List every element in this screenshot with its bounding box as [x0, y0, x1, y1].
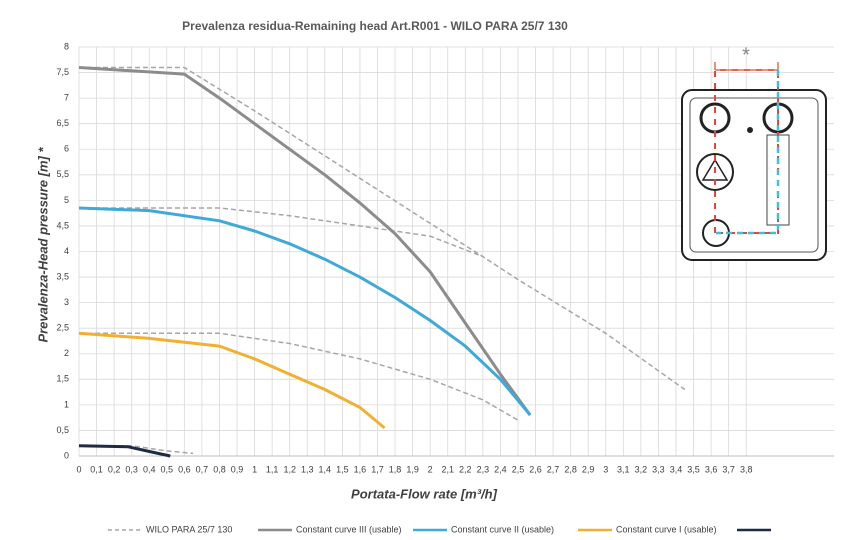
x-tick-label: 3	[603, 464, 608, 474]
legend-label: Constant curve III (usable)	[296, 524, 402, 534]
y-tick-label: 8	[64, 41, 69, 51]
y-tick-label: 3,5	[56, 271, 69, 281]
x-tick-label: 2,8	[564, 464, 577, 474]
y-tick-label: 1,5	[56, 374, 69, 384]
chart-title: Prevalenza residua-Remaining head Art.R0…	[182, 19, 568, 33]
x-tick-label: 2,2	[459, 464, 472, 474]
y-tick-label: 2,5	[56, 323, 69, 333]
x-tick-label: 3,1	[617, 464, 630, 474]
x-tick-label: 2,5	[512, 464, 525, 474]
legend-label: WILO PARA 25/7 130	[146, 524, 232, 534]
y-tick-label: 6	[64, 144, 69, 154]
y-tick-label: 5	[64, 195, 69, 205]
annotation: *	[742, 44, 750, 66]
chart: Prevalenza residua-Remaining head Art.R0…	[0, 0, 845, 540]
pump-diagram: *	[682, 44, 826, 260]
y-tick-label: 7,5	[56, 67, 69, 77]
y-tick-label: 3	[64, 297, 69, 307]
x-tick-label: 0,1	[90, 464, 103, 474]
y-tick-label: 0,5	[56, 425, 69, 435]
y-tick-label: 0	[64, 450, 69, 460]
legend-label: Constant curve II (usable)	[451, 524, 554, 534]
series-line	[79, 333, 385, 428]
x-tick-label: 2	[428, 464, 433, 474]
series-line	[79, 446, 170, 456]
x-tick-label: 2,9	[582, 464, 595, 474]
x-tick-label: 0,7	[196, 464, 209, 474]
series-line	[79, 68, 530, 416]
legend-label: Constant curve I (usable)	[616, 524, 717, 534]
x-tick-label: 1,4	[319, 464, 332, 474]
x-tick-label: 0,2	[108, 464, 121, 474]
y-tick-label: 7	[64, 93, 69, 103]
x-tick-label: 0,4	[143, 464, 156, 474]
x-tick-label: 1,6	[354, 464, 367, 474]
x-tick-label: 2,3	[477, 464, 490, 474]
y-axis-title: Prevalenza-Head pressure [m] *	[35, 147, 50, 343]
x-tick-label: 1,9	[406, 464, 419, 474]
y-tick-label: 5,5	[56, 169, 69, 179]
x-tick-label: 2,4	[494, 464, 507, 474]
y-tick-label: 4,5	[56, 220, 69, 230]
screw	[747, 127, 753, 133]
x-tick-label: 0,6	[178, 464, 191, 474]
x-tick-label: 3,4	[670, 464, 683, 474]
x-tick-label: 0,8	[213, 464, 226, 474]
x-axis-title: Portata-Flow rate [m³/h]	[351, 486, 498, 501]
y-tick-label: 1	[64, 399, 69, 409]
x-tick-label: 3,2	[635, 464, 648, 474]
series-line	[79, 208, 530, 415]
x-tick-label: 3,8	[740, 464, 753, 474]
x-tick-label: 3,3	[652, 464, 665, 474]
x-tick-label: 1,8	[389, 464, 402, 474]
x-tick-label: 3,6	[705, 464, 718, 474]
x-tick-label: 2,1	[441, 464, 454, 474]
x-tick-label: 1,1	[266, 464, 279, 474]
x-tick-label: 2,6	[529, 464, 542, 474]
x-tick-label: 0,3	[125, 464, 138, 474]
y-tick-label: 4	[64, 246, 69, 256]
x-tick-label: 3,7	[722, 464, 735, 474]
x-tick-label: 1,5	[336, 464, 349, 474]
x-tick-label: 1,2	[283, 464, 296, 474]
x-tick-label: 0,9	[231, 464, 244, 474]
x-tick-label: 1,3	[301, 464, 314, 474]
x-tick-label: 0,5	[161, 464, 174, 474]
y-tick-label: 2	[64, 348, 69, 358]
x-tick-label: 1,7	[371, 464, 384, 474]
y-tick-label: 6,5	[56, 118, 69, 128]
x-tick-label: 3,5	[687, 464, 700, 474]
series-line	[79, 208, 483, 257]
x-tick-label: 2,7	[547, 464, 560, 474]
x-tick-label: 0	[76, 464, 81, 474]
legend: WILO PARA 25/7 130 Constant curve III (us…	[108, 524, 771, 534]
x-tick-label: 1	[252, 464, 257, 474]
